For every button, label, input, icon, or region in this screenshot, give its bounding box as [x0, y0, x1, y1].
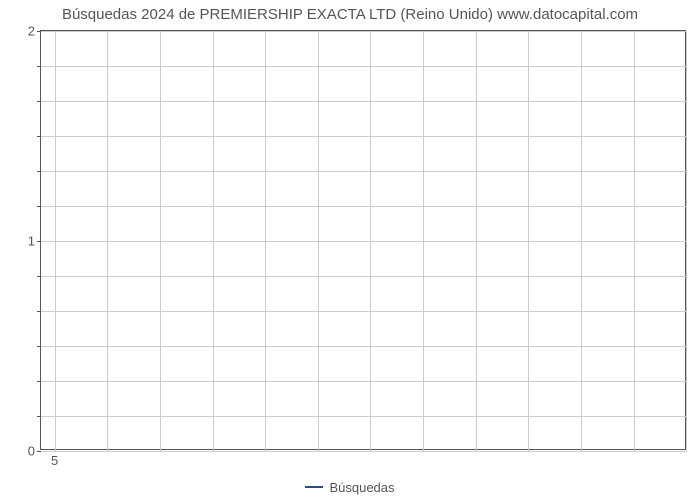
- y-tick-mark: [37, 241, 41, 242]
- y-tick-label: 0: [28, 444, 35, 459]
- y-tick-mark: [37, 276, 41, 277]
- grid-line-horizontal: [41, 416, 687, 417]
- y-tick-mark: [37, 101, 41, 102]
- y-tick-mark: [37, 171, 41, 172]
- y-tick-mark: [37, 416, 41, 417]
- y-tick-label: 1: [28, 234, 35, 249]
- y-tick-mark: [37, 381, 41, 382]
- y-tick-mark: [37, 346, 41, 347]
- y-tick-mark: [37, 66, 41, 67]
- grid-line-horizontal: [41, 66, 687, 67]
- grid-line-horizontal: [41, 101, 687, 102]
- chart-title: Búsquedas 2024 de PREMIERSHIP EXACTA LTD…: [0, 6, 700, 23]
- x-tick-label: 5: [51, 453, 58, 468]
- grid-line-horizontal: [41, 206, 687, 207]
- legend-swatch: [305, 486, 323, 488]
- chart-container: Búsquedas 2024 de PREMIERSHIP EXACTA LTD…: [0, 0, 700, 500]
- grid-line-horizontal: [41, 451, 687, 452]
- grid-line-horizontal: [41, 31, 687, 32]
- grid-line-horizontal: [41, 381, 687, 382]
- plot-area: 0125: [40, 30, 686, 450]
- y-tick-mark: [37, 136, 41, 137]
- grid-line-horizontal: [41, 136, 687, 137]
- legend-item: Búsquedas: [305, 480, 394, 495]
- grid-line-horizontal: [41, 311, 687, 312]
- y-tick-mark: [37, 451, 41, 452]
- y-tick-label: 2: [28, 24, 35, 39]
- y-tick-mark: [37, 31, 41, 32]
- legend: Búsquedas: [0, 475, 700, 495]
- legend-label: Búsquedas: [329, 480, 394, 495]
- grid-line-horizontal: [41, 276, 687, 277]
- grid-line-horizontal: [41, 171, 687, 172]
- grid-line-horizontal: [41, 346, 687, 347]
- y-tick-mark: [37, 311, 41, 312]
- y-tick-mark: [37, 206, 41, 207]
- grid-line-horizontal: [41, 241, 687, 242]
